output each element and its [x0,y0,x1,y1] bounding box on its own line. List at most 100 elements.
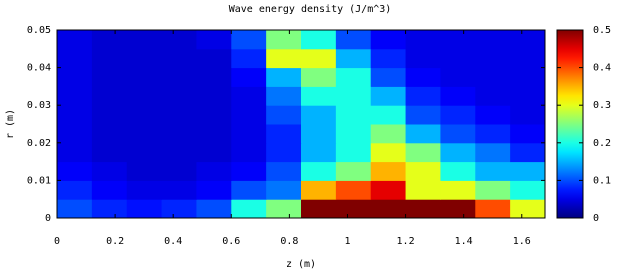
heatmap-cell [301,124,337,144]
heatmap-cell [91,67,128,87]
heatmap-cell [405,48,441,69]
heatmap-cell [301,180,337,200]
x-tick-label: 1.4 [455,236,473,247]
heatmap-cell [161,48,197,69]
heatmap-cell [405,199,441,219]
heatmap-cell [335,105,372,125]
x-axis-label: z (m) [286,259,316,270]
heatmap-cell [196,105,232,125]
heatmap-cell [510,180,546,200]
heatmap-cell [370,199,407,219]
heatmap-cell [301,48,337,69]
heatmap-cell [301,199,337,219]
heatmap-cell [91,142,128,163]
heatmap-cell [370,161,407,181]
heatmap-cell [196,161,232,181]
colorbar-tick-label: 0.1 [593,175,611,186]
heatmap-cell [266,180,302,200]
x-tick-label: 0 [54,236,60,247]
heatmap-cell [440,124,476,144]
heatmap-cell [475,161,511,181]
heatmap-cell [231,180,267,200]
heatmap-cell [91,180,128,200]
heatmap-cell [370,180,407,200]
heatmap-cell [57,48,93,69]
heatmap-cell [91,161,128,181]
heatmap-cell [405,30,441,50]
y-tick-label: 0.04 [27,63,51,74]
heatmap-cell [161,30,197,50]
heatmap-cell [196,142,232,163]
heatmap-cell [57,124,93,144]
heatmap-cell [266,161,302,181]
heatmap-cell [301,30,337,50]
heatmap-cell [231,199,267,219]
heatmap-cell [335,142,372,163]
heatmap-cell [510,161,546,181]
heatmap-cell [335,199,372,219]
heatmap-cell [161,124,197,144]
heatmap-cell [440,30,476,50]
heatmap-cell [161,142,197,163]
heatmap-cell [196,67,232,87]
heatmap-cell [266,48,302,69]
heatmap-cell [161,161,197,181]
y-axis-label: r (m) [5,109,16,139]
heatmap-cell [440,86,476,106]
heatmap-cell [57,161,93,181]
heatmap-cell [440,105,476,125]
heatmap-cell [370,30,407,50]
heatmap-cell [301,142,337,163]
heatmap-cell [126,67,163,87]
heatmap [57,30,546,219]
x-tick-label: 1.2 [397,236,415,247]
heatmap-cell [475,180,511,200]
heatmap-cell [161,86,197,106]
heatmap-cell [231,30,267,50]
heatmap-cell [57,105,93,125]
heatmap-cell [266,142,302,163]
heatmap-cell [266,124,302,144]
x-tick-label: 1 [344,236,350,247]
heatmap-cell [405,161,441,181]
heatmap-cell [475,48,511,69]
heatmap-cell [161,105,197,125]
heatmap-cell [440,161,476,181]
heatmap-cell [91,199,128,219]
heatmap-cell [266,30,302,50]
heatmap-cell [266,86,302,106]
heatmap-cell [91,30,128,50]
heatmap-cell [440,180,476,200]
heatmap-cell [335,161,372,181]
heatmap-cell [475,67,511,87]
x-tick-label: 0.6 [222,236,240,247]
heatmap-cell [510,86,546,106]
heatmap-cell [196,30,232,50]
heatmap-cell [266,67,302,87]
heatmap-cell [57,180,93,200]
plot-frame [56,29,546,219]
heatmap-cell [231,105,267,125]
heatmap-cell [196,48,232,69]
heatmap-cell [370,124,407,144]
heatmap-cell [405,67,441,87]
heatmap-cell [126,142,163,163]
y-tick-label: 0.03 [27,100,51,111]
heatmap-cell [370,142,407,163]
y-tick-label: 0.05 [27,25,51,36]
heatmap-cell [475,199,511,219]
x-tick-label: 1.6 [513,236,531,247]
heatmap-cell [57,86,93,106]
heatmap-cell [301,105,337,125]
heatmap-cell [57,142,93,163]
heatmap-cell [510,124,546,144]
heatmap-cell [335,180,372,200]
heatmap-cell [301,86,337,106]
heatmap-cell [510,67,546,87]
heatmap-cell [301,161,337,181]
heatmap-cell [231,161,267,181]
heatmap-cell [335,30,372,50]
heatmap-cell [335,48,372,69]
heatmap-cell [335,124,372,144]
